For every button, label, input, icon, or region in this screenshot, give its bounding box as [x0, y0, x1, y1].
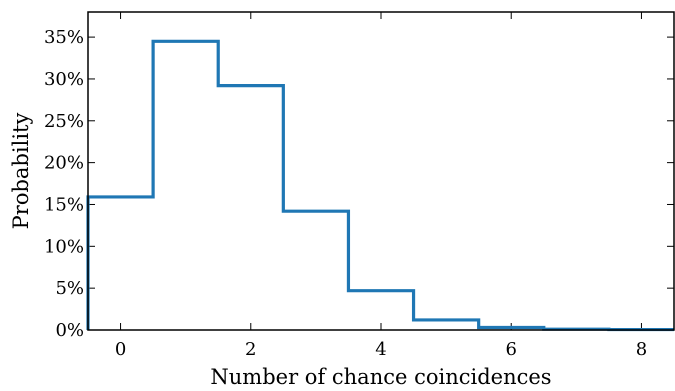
y-tick-label: 5% [55, 278, 84, 299]
y-tick-label: 25% [44, 111, 84, 132]
plot-frame [87, 11, 675, 331]
y-tick-label: 30% [44, 69, 84, 90]
y-tick-label: 15% [44, 194, 84, 215]
x-tick-label: 0 [115, 339, 126, 360]
x-axis-label: Number of chance coincidences [210, 365, 551, 387]
histogram-step-line [86, 39, 674, 332]
y-tick-label: 10% [44, 236, 84, 257]
ticks-layer: 0 2 4 6 8 0% 5% 10% 15% 20% 25% 30% 35% [44, 12, 674, 360]
y-tick-label: 20% [44, 153, 84, 174]
y-tick-label: 35% [44, 27, 84, 48]
x-tick-label: 6 [505, 339, 516, 360]
y-tick-label: 0% [55, 320, 84, 341]
x-tick-label: 2 [245, 339, 256, 360]
data-layer [86, 39, 674, 332]
labels-layer: Number of chance coincidences Probabilit… [9, 113, 552, 389]
x-tick-label: 4 [375, 339, 386, 360]
y-axis-label: Probability [9, 113, 33, 230]
x-tick-label: 8 [636, 339, 647, 360]
